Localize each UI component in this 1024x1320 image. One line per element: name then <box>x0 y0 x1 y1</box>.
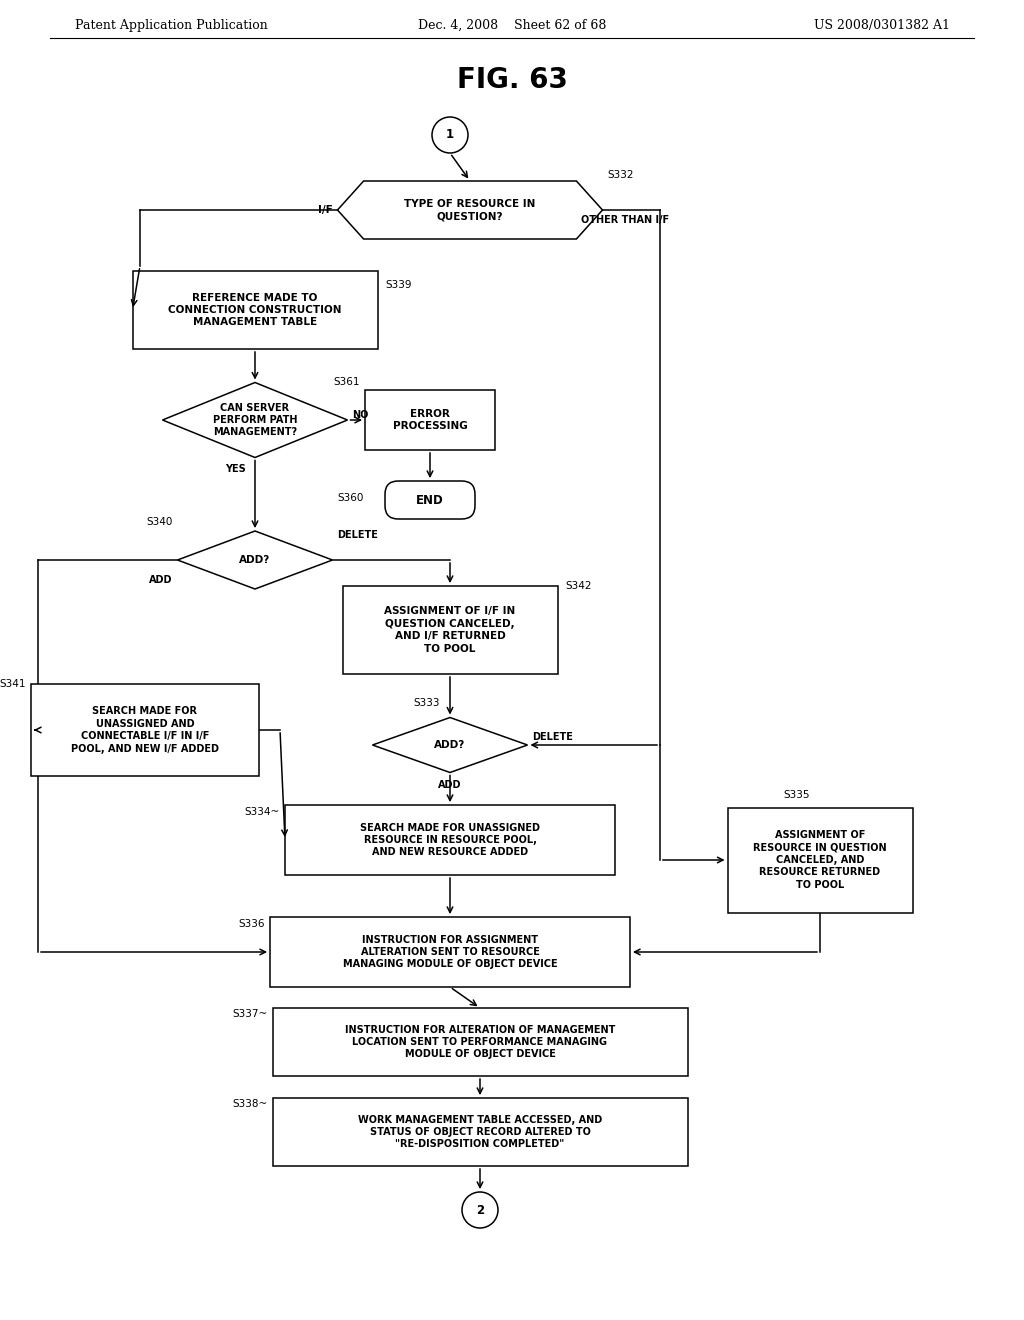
Text: CAN SERVER
PERFORM PATH
MANAGEMENT?: CAN SERVER PERFORM PATH MANAGEMENT? <box>213 403 297 437</box>
Text: S332: S332 <box>607 170 634 180</box>
Bar <box>270 917 630 987</box>
Text: ADD?: ADD? <box>240 554 270 565</box>
Text: DELETE: DELETE <box>338 531 379 540</box>
Text: FIG. 63: FIG. 63 <box>457 66 567 94</box>
Text: ADD: ADD <box>150 576 172 585</box>
Bar <box>365 389 495 450</box>
Text: ASSIGNMENT OF I/F IN
QUESTION CANCELED,
AND I/F RETURNED
TO POOL: ASSIGNMENT OF I/F IN QUESTION CANCELED, … <box>384 606 516 653</box>
Text: YES: YES <box>225 465 246 474</box>
Circle shape <box>462 1192 498 1228</box>
Polygon shape <box>373 718 527 772</box>
Text: S335: S335 <box>783 789 810 800</box>
FancyBboxPatch shape <box>385 480 475 519</box>
Bar <box>342 586 557 675</box>
Text: S361: S361 <box>334 378 360 387</box>
Text: INSTRUCTION FOR ASSIGNMENT
ALTERATION SENT TO RESOURCE
MANAGING MODULE OF OBJECT: INSTRUCTION FOR ASSIGNMENT ALTERATION SE… <box>343 935 557 969</box>
Bar <box>132 271 378 348</box>
Text: INSTRUCTION FOR ALTERATION OF MANAGEMENT
LOCATION SENT TO PERFORMANCE MANAGING
M: INSTRUCTION FOR ALTERATION OF MANAGEMENT… <box>345 1024 615 1060</box>
Text: Dec. 4, 2008    Sheet 62 of 68: Dec. 4, 2008 Sheet 62 of 68 <box>418 18 606 32</box>
Text: ERROR
PROCESSING: ERROR PROCESSING <box>392 409 467 432</box>
Text: S337~: S337~ <box>232 1008 267 1019</box>
Text: ADD: ADD <box>438 780 462 789</box>
Text: S339: S339 <box>385 280 412 290</box>
Bar <box>285 805 615 875</box>
Text: 2: 2 <box>476 1204 484 1217</box>
Polygon shape <box>163 383 347 458</box>
Polygon shape <box>177 531 333 589</box>
Text: TYPE OF RESOURCE IN
QUESTION?: TYPE OF RESOURCE IN QUESTION? <box>404 199 536 222</box>
Bar <box>727 808 912 912</box>
Text: S360: S360 <box>337 492 364 503</box>
Text: S338~: S338~ <box>232 1100 267 1109</box>
Text: Patent Application Publication: Patent Application Publication <box>75 18 267 32</box>
Text: SEARCH MADE FOR UNASSIGNED
RESOURCE IN RESOURCE POOL,
AND NEW RESOURCE ADDED: SEARCH MADE FOR UNASSIGNED RESOURCE IN R… <box>360 822 540 858</box>
Text: S333: S333 <box>414 698 440 708</box>
Text: REFERENCE MADE TO
CONNECTION CONSTRUCTION
MANAGEMENT TABLE: REFERENCE MADE TO CONNECTION CONSTRUCTIO… <box>168 293 342 327</box>
Bar <box>272 1008 687 1076</box>
Text: S340: S340 <box>146 517 172 527</box>
Text: ASSIGNMENT OF
RESOURCE IN QUESTION
CANCELED, AND
RESOURCE RETURNED
TO POOL: ASSIGNMENT OF RESOURCE IN QUESTION CANCE… <box>754 830 887 890</box>
Text: NO: NO <box>352 411 369 420</box>
Text: OTHER THAN I/F: OTHER THAN I/F <box>582 215 670 224</box>
Text: END: END <box>416 494 443 507</box>
Text: S341: S341 <box>0 678 26 689</box>
Text: US 2008/0301382 A1: US 2008/0301382 A1 <box>814 18 950 32</box>
Text: DELETE: DELETE <box>532 733 573 742</box>
Text: S336: S336 <box>239 919 265 929</box>
Text: SEARCH MADE FOR
UNASSIGNED AND
CONNECTABLE I/F IN I/F
POOL, AND NEW I/F ADDED: SEARCH MADE FOR UNASSIGNED AND CONNECTAB… <box>71 706 219 754</box>
Text: 1: 1 <box>445 128 454 141</box>
Text: WORK MANAGEMENT TABLE ACCESSED, AND
STATUS OF OBJECT RECORD ALTERED TO
"RE-DISPO: WORK MANAGEMENT TABLE ACCESSED, AND STAT… <box>357 1114 602 1150</box>
Circle shape <box>432 117 468 153</box>
Bar <box>272 1098 687 1166</box>
Text: ADD?: ADD? <box>434 741 466 750</box>
Text: S342: S342 <box>565 581 592 591</box>
Text: S334~: S334~ <box>245 807 280 817</box>
Polygon shape <box>338 181 602 239</box>
Text: I/F: I/F <box>317 205 333 215</box>
Bar <box>31 684 259 776</box>
